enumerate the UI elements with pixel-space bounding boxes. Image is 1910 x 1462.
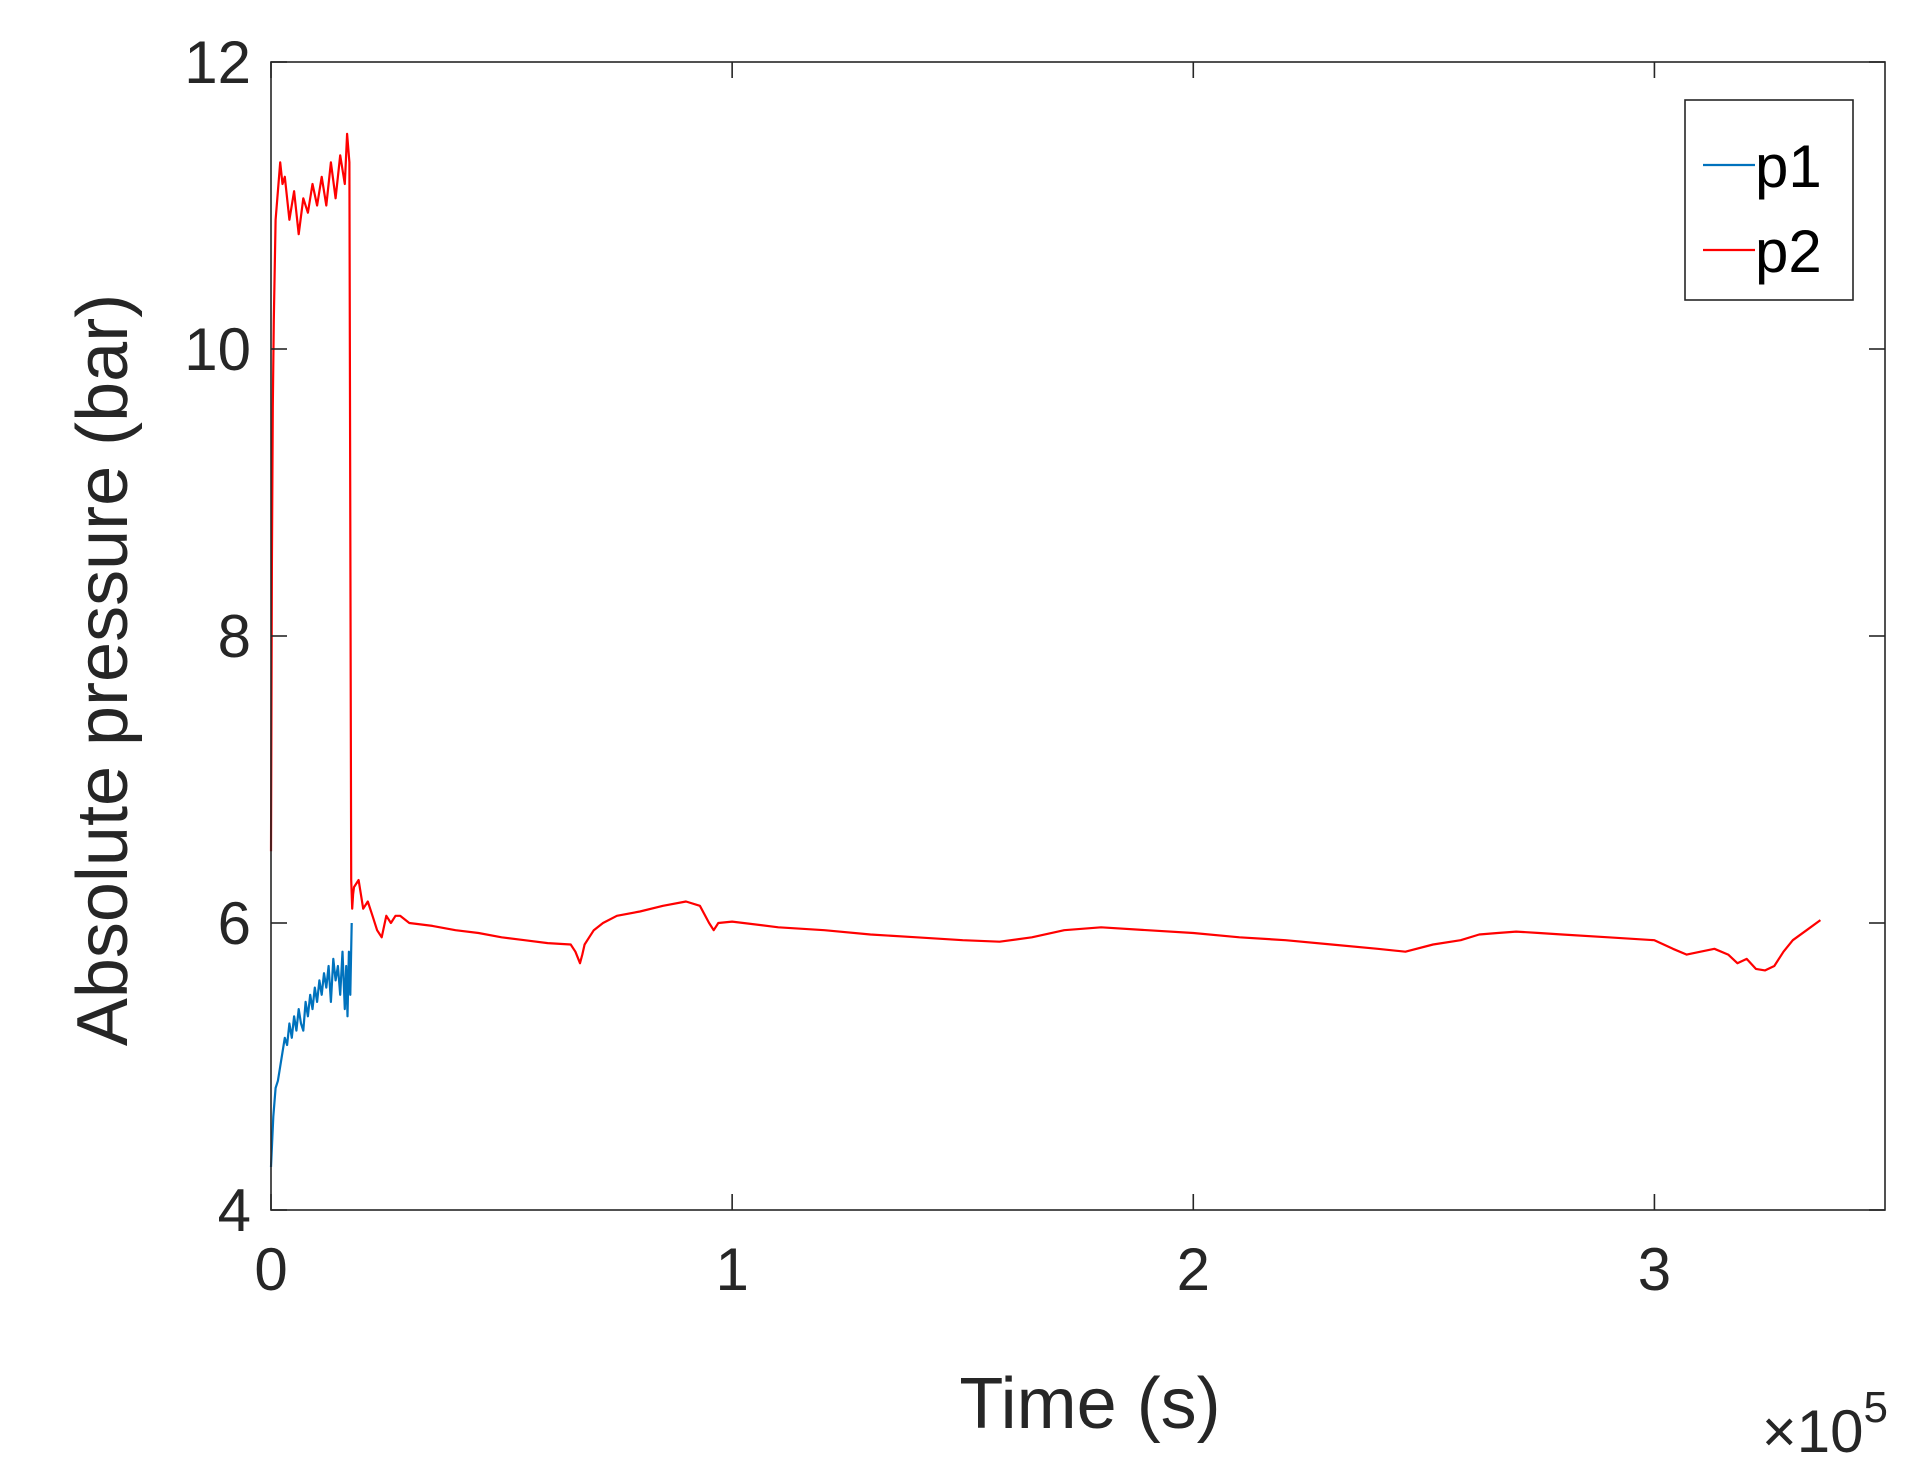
x-tick-label: 1 [715, 1236, 748, 1303]
x-axis-exponent-label: ×105 [1762, 1383, 1888, 1462]
y-tick-label: 8 [218, 603, 251, 670]
y-axis-title: Absolute pressure (bar) [63, 294, 143, 1046]
y-tick-label: 12 [184, 29, 251, 96]
x-tick-label: 3 [1638, 1236, 1671, 1303]
plot-area [271, 62, 1885, 1210]
x-axis-exponent-power: 5 [1864, 1383, 1888, 1432]
y-tick-label: 4 [218, 1177, 251, 1244]
legend-box [1684, 99, 1854, 301]
legend-label-p2: p2 [1755, 218, 1822, 285]
series-line-p1 [269, 922, 353, 1168]
x-tick-label: 0 [254, 1236, 287, 1303]
y-tick-label: 10 [184, 316, 251, 383]
legend-label-p1: p1 [1755, 133, 1822, 200]
x-axis-exponent-base: ×10 [1762, 1398, 1864, 1462]
axes-box-background [271, 62, 1885, 1210]
y-tick-label: 6 [218, 890, 251, 957]
x-tick-label: 2 [1177, 1236, 1210, 1303]
x-axis-title: Time (s) [959, 1364, 1220, 1444]
series-line-p2 [269, 132, 1822, 972]
series-layer [269, 132, 1822, 1168]
